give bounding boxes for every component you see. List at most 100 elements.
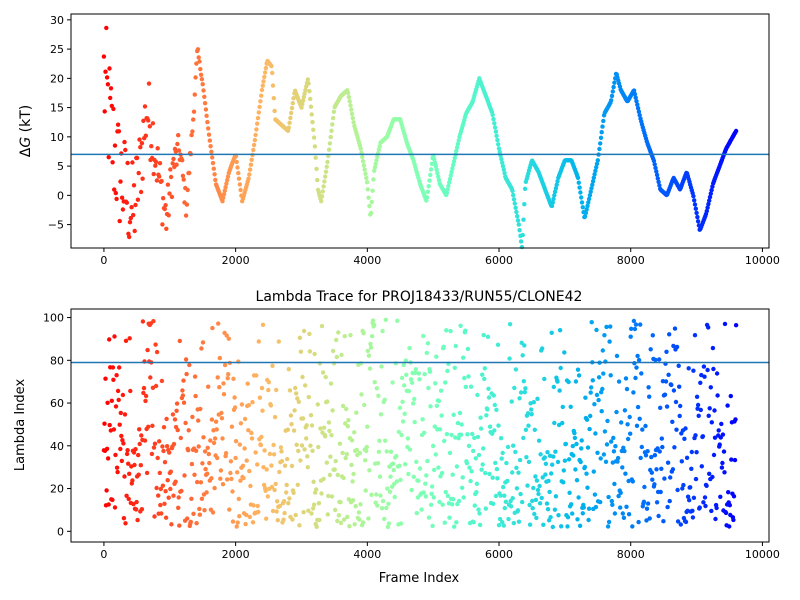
bottom-data-point — [149, 451, 155, 457]
top-data-point — [592, 172, 597, 177]
top-data-point — [610, 89, 615, 94]
bottom-data-point — [449, 432, 454, 438]
bottom-plot-frame — [70, 308, 770, 543]
bottom-data-point — [618, 490, 623, 495]
top-data-point — [287, 120, 292, 126]
bottom-data-point — [247, 468, 252, 474]
bottom-data-point — [167, 450, 172, 455]
top-data-point — [600, 124, 605, 129]
bottom-data-point — [157, 470, 162, 476]
top-data-point — [181, 177, 186, 182]
top-data-point — [124, 200, 129, 205]
top-data-point — [456, 138, 461, 143]
top-data-point — [256, 110, 261, 115]
bottom-data-point — [457, 410, 463, 416]
bottom-data-point — [618, 505, 623, 510]
bottom-data-point — [171, 441, 177, 447]
bottom-data-point — [568, 404, 573, 409]
top-data-point — [327, 141, 333, 146]
top-data-point — [248, 162, 254, 167]
top-data-point — [366, 195, 371, 200]
top-data-point — [589, 186, 594, 191]
bottom-data-point — [636, 519, 641, 525]
bottom-data-point — [658, 405, 663, 410]
top-data-point — [511, 197, 517, 202]
bottom-data-point — [215, 375, 220, 380]
top-data-point — [583, 210, 589, 216]
top-data-point — [167, 191, 172, 196]
bottom-data-point — [565, 515, 571, 520]
bottom-data-point — [157, 439, 162, 444]
top-data-point — [454, 148, 459, 154]
bottom-data-point — [111, 427, 117, 432]
bottom-data-point — [575, 517, 580, 522]
bottom-data-point — [547, 489, 552, 495]
x-tick-label: 10000 — [745, 254, 780, 267]
bottom-data-point — [336, 330, 341, 335]
bottom-data-point — [634, 365, 639, 370]
bottom-data-point — [537, 483, 542, 489]
bottom-data-point — [425, 458, 430, 464]
bottom-data-point — [310, 506, 316, 511]
bottom-data-point — [113, 404, 119, 409]
bottom-data-point — [184, 371, 189, 377]
bottom-data-point — [449, 502, 455, 507]
top-data-point — [146, 81, 152, 86]
top-data-point — [309, 112, 314, 117]
top-data-point — [695, 214, 700, 220]
bottom-data-point — [385, 486, 390, 491]
bottom-data-point — [714, 505, 719, 511]
bottom-data-point — [166, 495, 171, 500]
bottom-data-point — [332, 467, 337, 472]
bottom-data-point — [595, 450, 600, 455]
top-data-point — [205, 119, 210, 125]
bottom-data-point — [354, 447, 359, 453]
bottom-data-point — [716, 428, 721, 433]
bottom-data-point — [475, 434, 481, 440]
top-data-point — [261, 79, 266, 84]
bottom-data-point — [131, 450, 137, 455]
bottom-data-point — [154, 485, 159, 491]
bottom-data-point — [540, 346, 545, 351]
bottom-data-point — [550, 462, 555, 467]
bottom-data-point — [645, 501, 651, 506]
bottom-data-point — [555, 459, 561, 465]
top-data-point — [301, 94, 306, 100]
bottom-data-point — [692, 333, 698, 338]
bottom-data-point — [212, 436, 218, 441]
bottom-data-point — [261, 465, 266, 470]
top-data-point — [376, 147, 382, 152]
bottom-data-point — [608, 324, 613, 329]
y-tick-label: 15 — [50, 102, 64, 115]
bottom-data-point — [146, 424, 151, 429]
bottom-data-point — [598, 499, 603, 505]
top-data-point — [194, 61, 199, 66]
bottom-data-point — [345, 514, 350, 520]
bottom-data-point — [609, 498, 614, 504]
bottom-data-point — [124, 493, 129, 498]
bottom-data-point — [365, 348, 370, 354]
bottom-data-point — [135, 517, 140, 523]
bottom-data-point — [427, 369, 433, 374]
top-data-point — [451, 162, 456, 168]
bottom-data-point — [168, 469, 173, 474]
bottom-data-point — [282, 463, 288, 468]
bottom-data-point — [521, 435, 526, 441]
bottom-data-point — [550, 524, 555, 530]
bottom-data-point — [665, 460, 671, 465]
top-data-point — [197, 59, 202, 64]
bottom-data-point — [719, 465, 725, 470]
bottom-data-point — [256, 509, 261, 515]
top-data-point — [455, 141, 461, 147]
top-data-point — [635, 106, 641, 111]
top-data-point — [210, 160, 216, 166]
bottom-data-point — [536, 491, 541, 497]
bottom-data-point — [124, 451, 130, 457]
top-data-point — [206, 132, 212, 137]
bottom-data-point — [727, 524, 732, 529]
bottom-data-point — [422, 430, 427, 435]
bottom-data-point — [698, 380, 703, 385]
bottom-data-point — [295, 482, 300, 487]
bottom-data-point — [182, 473, 187, 478]
bottom-data-point — [206, 451, 211, 457]
